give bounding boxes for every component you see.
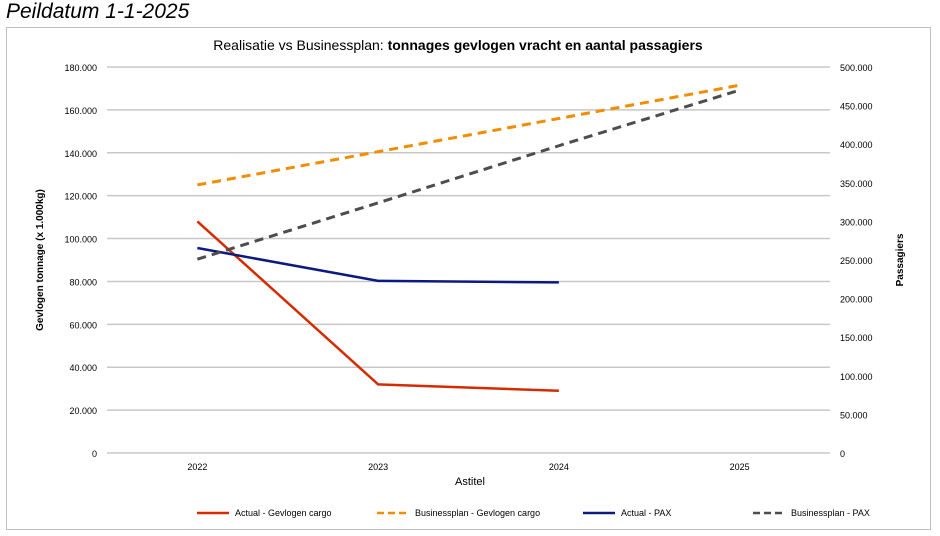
series-line-2 bbox=[197, 246, 559, 284]
x-tick-label: 2024 bbox=[549, 462, 569, 472]
y2-tick-label: 150.000 bbox=[840, 333, 873, 343]
y-tick-label: 0 bbox=[92, 449, 97, 459]
y-tick-label: 80.000 bbox=[69, 277, 97, 287]
legend-label: Businessplan - Gevlogen cargo bbox=[415, 508, 540, 518]
y-axis-label: Gevlogen tonnage (x 1.000kg) bbox=[35, 189, 46, 331]
peildatum-title: Peildatum 1-1-2025 bbox=[6, 0, 190, 23]
series-line-0 bbox=[196, 220, 559, 393]
legend-label: Actual - Gevlogen cargo bbox=[235, 508, 332, 518]
chart-title: Realisatie vs Businessplan: tonnages gev… bbox=[213, 37, 703, 53]
y2-tick-label: 500.000 bbox=[840, 63, 873, 73]
x-axis-label: Astitel bbox=[455, 476, 485, 488]
y-tick-label: 140.000 bbox=[64, 149, 97, 159]
y-tick-label: 40.000 bbox=[69, 363, 97, 373]
y2-axis-label: Passagiers bbox=[895, 233, 906, 286]
x-tick-label: 2023 bbox=[368, 462, 388, 472]
y2-tick-label: 100.000 bbox=[840, 372, 873, 382]
y-tick-label: 60.000 bbox=[69, 320, 97, 330]
y-tick-label: 120.000 bbox=[64, 192, 97, 202]
chart-title-normal: Realisatie vs Businessplan: bbox=[213, 37, 387, 53]
y2-tick-label: 0 bbox=[840, 449, 845, 459]
y-tick-label: 160.000 bbox=[64, 106, 97, 116]
legend-label: Businessplan - PAX bbox=[791, 508, 870, 518]
y2-tick-label: 200.000 bbox=[840, 295, 873, 305]
y2-tick-label: 50.000 bbox=[840, 410, 868, 420]
y2-tick-label: 250.000 bbox=[840, 256, 873, 266]
series-line-1 bbox=[197, 83, 740, 187]
y2-tick-label: 450.000 bbox=[840, 102, 873, 112]
y-tick-label: 180.000 bbox=[64, 63, 97, 73]
y-tick-label: 20.000 bbox=[69, 406, 97, 416]
y2-tick-label: 300.000 bbox=[840, 217, 873, 227]
x-tick-label: 2025 bbox=[730, 462, 750, 472]
chart-border bbox=[6, 27, 931, 530]
y2-tick-label: 400.000 bbox=[840, 140, 873, 150]
y2-tick-label: 350.000 bbox=[840, 179, 873, 189]
series-line-3 bbox=[196, 88, 741, 261]
chart-title-bold: tonnages gevlogen vracht en aantal passa… bbox=[388, 37, 703, 53]
x-tick-label: 2022 bbox=[187, 462, 207, 472]
y-tick-label: 100.000 bbox=[64, 235, 97, 245]
legend-label: Actual - PAX bbox=[621, 508, 671, 518]
